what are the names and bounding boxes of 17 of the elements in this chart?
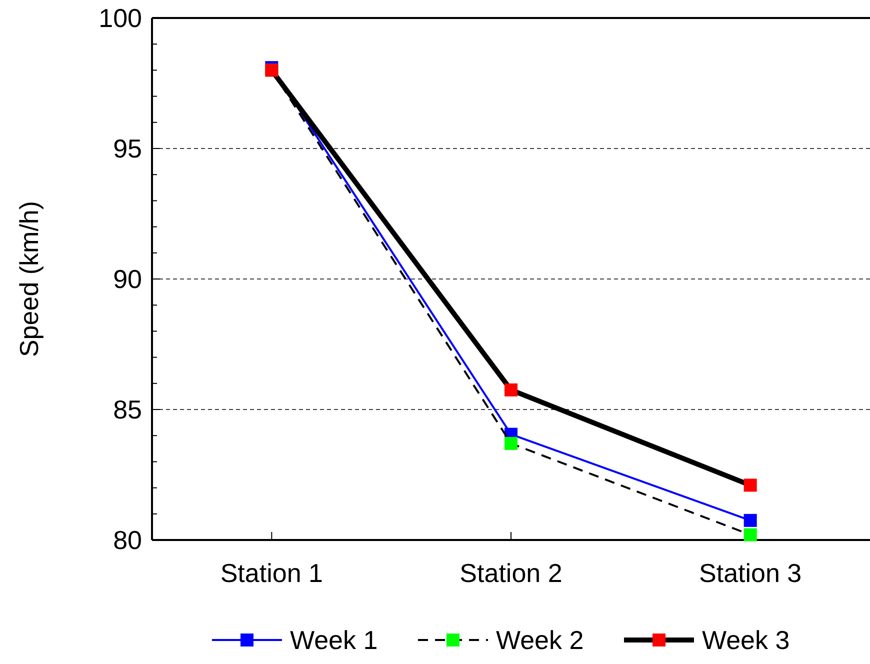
point — [744, 478, 757, 492]
legend-label: Week 1 — [290, 625, 378, 656]
point — [744, 528, 757, 542]
y-tick-label: 85 — [113, 394, 142, 425]
y-tick-label: 95 — [113, 134, 142, 164]
legend-label: Week 3 — [702, 625, 790, 656]
point — [504, 383, 518, 396]
x-tick-label: Station 3 — [699, 558, 802, 588]
y-tick-label: 80 — [113, 525, 142, 556]
point — [744, 514, 757, 527]
x-tick-label: Station 1 — [220, 558, 323, 588]
y-axis-title: Speed (km/h) — [14, 200, 44, 358]
y-tick-label: 90 — [113, 264, 142, 294]
x-tick-label: Station 2 — [460, 558, 562, 588]
point — [504, 436, 518, 450]
legend-label: Week 2 — [496, 625, 584, 656]
y-tick-label: 100 — [98, 3, 142, 34]
